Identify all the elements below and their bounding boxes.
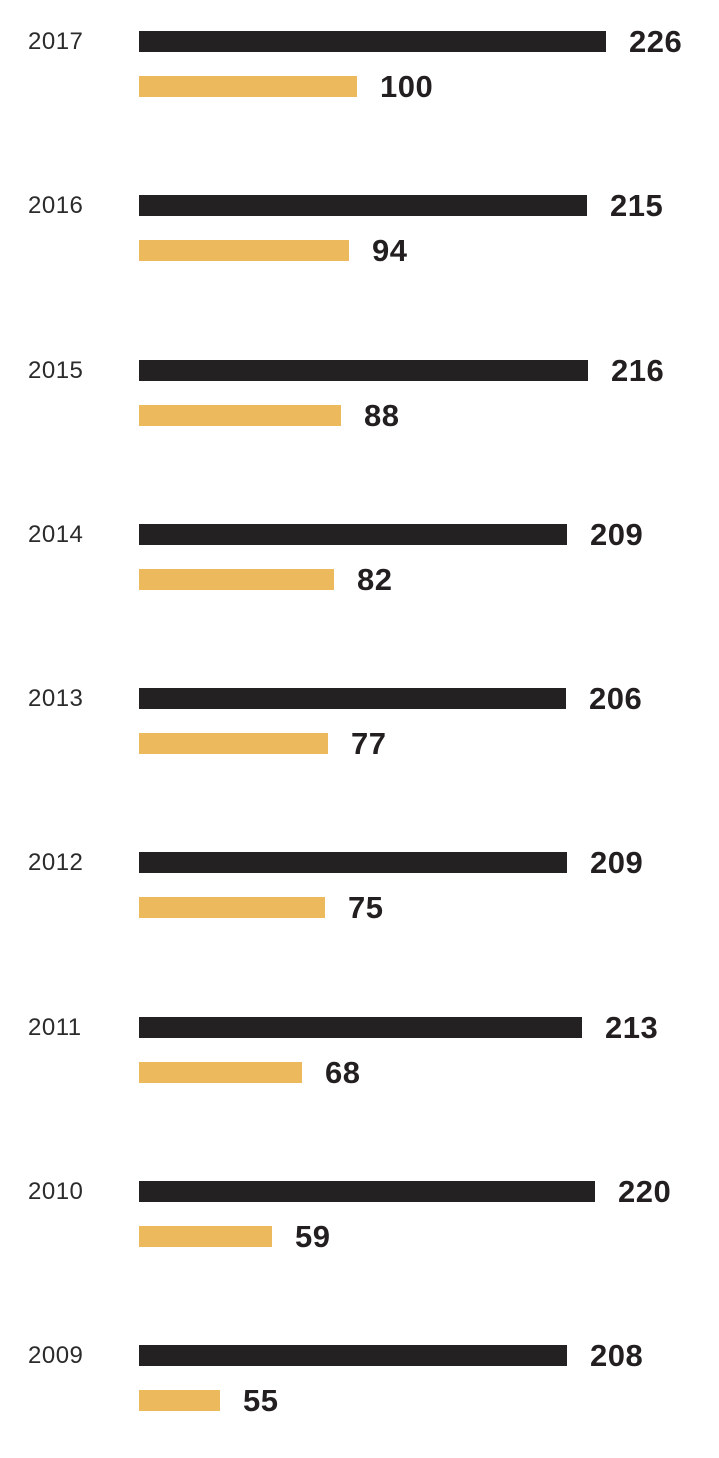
gold-bar <box>139 240 349 261</box>
year-label: 2015 <box>28 356 84 384</box>
gold-value-label: 82 <box>357 561 393 597</box>
dark-value-label: 220 <box>618 1173 672 1209</box>
gold-bar <box>139 405 341 426</box>
gold-bar <box>139 1062 302 1083</box>
gold-bar <box>139 1390 220 1411</box>
dark-bar <box>139 852 567 873</box>
chart-row: 2010 220 59 <box>0 1173 719 1301</box>
chart-row: 2009 208 55 <box>0 1337 719 1458</box>
year-label: 2017 <box>28 27 84 55</box>
chart-row: 2013 206 77 <box>0 680 719 808</box>
chart-row: 2016 215 94 <box>0 187 719 315</box>
year-label: 2014 <box>28 520 84 548</box>
dark-value-label: 226 <box>629 23 683 59</box>
gold-bar <box>139 1226 272 1247</box>
gold-value-label: 68 <box>325 1054 361 1090</box>
dark-bar <box>139 1181 595 1202</box>
gold-bar <box>139 569 334 590</box>
gold-value-label: 88 <box>364 397 400 433</box>
gold-value-label: 94 <box>372 232 408 268</box>
year-label: 2009 <box>28 1341 84 1369</box>
gold-value-label: 100 <box>380 68 434 104</box>
gold-bar <box>139 76 357 97</box>
gold-value-label: 77 <box>351 725 387 761</box>
gold-bar <box>139 733 328 754</box>
gold-value-label: 75 <box>348 889 384 925</box>
dark-value-label: 213 <box>605 1009 659 1045</box>
chart-row: 2017 226 100 <box>0 23 719 151</box>
gold-bar <box>139 897 325 918</box>
chart-row: 2015 216 88 <box>0 352 719 480</box>
dark-value-label: 216 <box>611 352 665 388</box>
dark-bar <box>139 524 567 545</box>
dark-value-label: 208 <box>590 1337 644 1373</box>
dark-bar <box>139 1345 567 1366</box>
dark-value-label: 215 <box>610 187 664 223</box>
gold-value-label: 59 <box>295 1218 331 1254</box>
chart-row: 2014 209 82 <box>0 516 719 644</box>
dark-bar <box>139 195 587 216</box>
year-label: 2011 <box>28 1013 82 1041</box>
dark-bar <box>139 31 606 52</box>
year-label: 2013 <box>28 684 84 712</box>
dark-bar <box>139 1017 582 1038</box>
dark-value-label: 209 <box>590 844 644 880</box>
dark-value-label: 209 <box>590 516 644 552</box>
gold-value-label: 55 <box>243 1382 279 1418</box>
dark-value-label: 206 <box>589 680 643 716</box>
year-label: 2012 <box>28 848 84 876</box>
dark-bar <box>139 360 588 381</box>
chart-row: 2012 209 75 <box>0 844 719 972</box>
dark-bar <box>139 688 566 709</box>
year-label: 2010 <box>28 1177 84 1205</box>
year-label: 2016 <box>28 191 84 219</box>
chart-row: 2011 213 68 <box>0 1009 719 1137</box>
